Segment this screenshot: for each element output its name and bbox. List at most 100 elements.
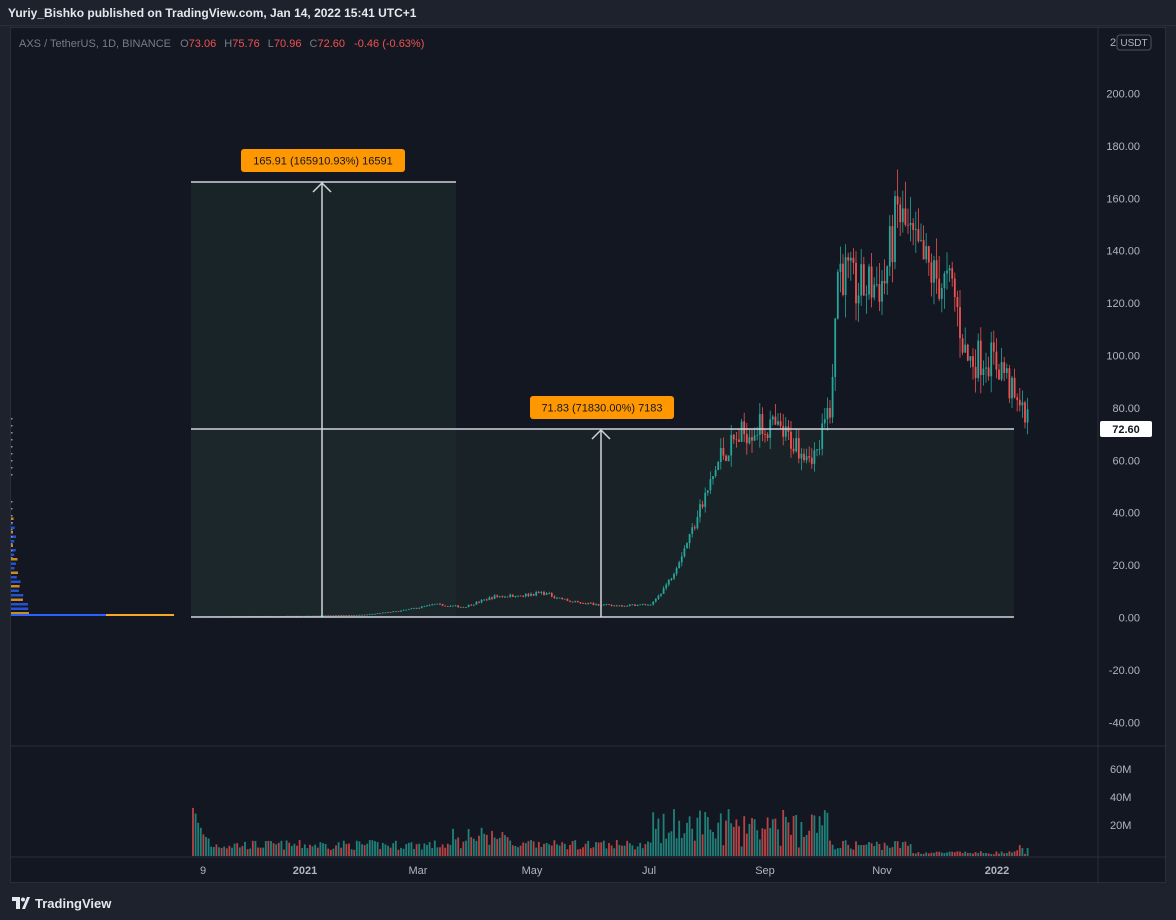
- measure-tools[interactable]: 165.91 (165910.93%) 16591 71.83 (71830.00…: [191, 149, 1014, 618]
- volume-bar: [350, 849, 353, 856]
- candle-body: [639, 604, 642, 606]
- time-axis[interactable]: 9 2021 Mar May Jul Sep Nov 2022: [200, 865, 1009, 877]
- candle-body: [719, 447, 722, 462]
- volume-bar: [238, 847, 241, 856]
- candle-body: [556, 597, 558, 599]
- legend-high: 75.76: [232, 38, 260, 50]
- volume-bar: [459, 848, 462, 856]
- candle-body: [519, 595, 522, 597]
- volume-bar: [272, 843, 275, 856]
- volume-bar: [280, 840, 283, 856]
- chart-frame[interactable]: 165.91 (165910.93%) 16591 71.83 (71830.00…: [10, 27, 1167, 884]
- volume-bar: [717, 822, 720, 856]
- volume-bar: [725, 820, 727, 856]
- volume-bar: [644, 844, 647, 856]
- currency-badge[interactable]: [1116, 34, 1152, 51]
- candle-body: [849, 257, 852, 261]
- volume-bar: [875, 841, 878, 856]
- volume-bar: [522, 842, 525, 856]
- candle-body: [527, 593, 530, 596]
- price-tick-label: 0.00: [1119, 613, 1140, 625]
- time-tick-label: 9: [200, 865, 206, 877]
- volume-bar: [592, 847, 595, 856]
- volume-bar: [584, 843, 587, 856]
- candle-body: [740, 421, 743, 442]
- volume-bar: [488, 844, 491, 856]
- measure-arrow-head-1: [312, 181, 332, 193]
- candle-body: [436, 603, 439, 605]
- volume-bar: [353, 849, 356, 856]
- volume-bar: [400, 847, 402, 856]
- volume-bar: [907, 845, 909, 856]
- candle-body: [899, 204, 902, 223]
- volume-bar: [550, 845, 553, 856]
- profile-dot: [11, 529, 13, 531]
- candle-body: [322, 615, 324, 617]
- volume-bar: [288, 842, 291, 856]
- candle-body: [953, 278, 956, 298]
- price-axis[interactable]: 200.00 180.00 160.00 140.00 120.00 100.00 80.0…: [1106, 89, 1140, 730]
- candle-body: [977, 340, 980, 379]
- candle-body: [951, 268, 954, 279]
- volume-bar: [392, 843, 395, 856]
- candle-body: [738, 439, 740, 442]
- candle-body: [634, 604, 636, 606]
- volume-bar: [909, 844, 912, 856]
- candle-body: [810, 457, 813, 464]
- candle-body: [524, 593, 527, 597]
- volume-bar: [943, 853, 946, 856]
- candle-body: [314, 615, 317, 617]
- volume-bar: [649, 842, 652, 856]
- volume-bar: [527, 841, 530, 856]
- volume-bar: [982, 853, 985, 856]
- volume-bar: [358, 841, 361, 856]
- candle-body: [397, 611, 400, 612]
- volume-bar: [418, 843, 421, 856]
- price-tick-label: 80.00: [1112, 403, 1140, 415]
- candle-body: [961, 338, 964, 353]
- volume-bar: [998, 853, 1000, 856]
- candlestick-chart[interactable]: 165.91 (165910.93%) 16591 71.83 (71830.00…: [11, 28, 1167, 884]
- candle-body: [584, 603, 587, 605]
- candle-body: [472, 604, 475, 606]
- volume-bar: [748, 823, 751, 856]
- volume-bar: [1016, 850, 1019, 856]
- volume-tick-label: 60M: [1110, 764, 1131, 776]
- volume-bar: [561, 842, 564, 856]
- candle-body: [498, 596, 501, 598]
- candle-body: [1005, 368, 1008, 373]
- candle-body: [649, 604, 652, 606]
- volume-bar: [797, 847, 800, 856]
- candle-body: [415, 608, 418, 609]
- volume-bar: [428, 842, 431, 856]
- volume-bar: [628, 843, 631, 856]
- candle-body: [571, 601, 574, 603]
- volume-bar: [896, 841, 899, 856]
- volume-bar: [452, 828, 454, 856]
- volume-bar: [641, 848, 644, 856]
- candle-body: [610, 604, 613, 606]
- volume-bar: [480, 827, 483, 856]
- volume-bar: [865, 844, 868, 856]
- profile-bar: [11, 603, 28, 606]
- volume-bar: [387, 845, 389, 856]
- volume-bar: [231, 847, 233, 856]
- candle-body: [644, 604, 647, 606]
- volume-bar: [743, 816, 746, 856]
- volume-bar: [787, 822, 790, 856]
- volume-bar: [348, 843, 350, 856]
- candle-body: [699, 504, 701, 518]
- volume-bar: [621, 845, 623, 856]
- volume-bar: [363, 845, 366, 856]
- measure-arrow-head-2: [591, 428, 611, 440]
- profile-dot: [11, 550, 13, 552]
- candle-body: [595, 604, 597, 605]
- volume-bar: [719, 813, 722, 856]
- volume-bar: [376, 842, 379, 856]
- candle-body: [933, 260, 935, 283]
- candle-body: [779, 421, 782, 426]
- volume-bar: [228, 845, 231, 856]
- volume-bar: [311, 846, 314, 856]
- volume-bar: [1026, 847, 1029, 856]
- candle-body: [774, 416, 777, 425]
